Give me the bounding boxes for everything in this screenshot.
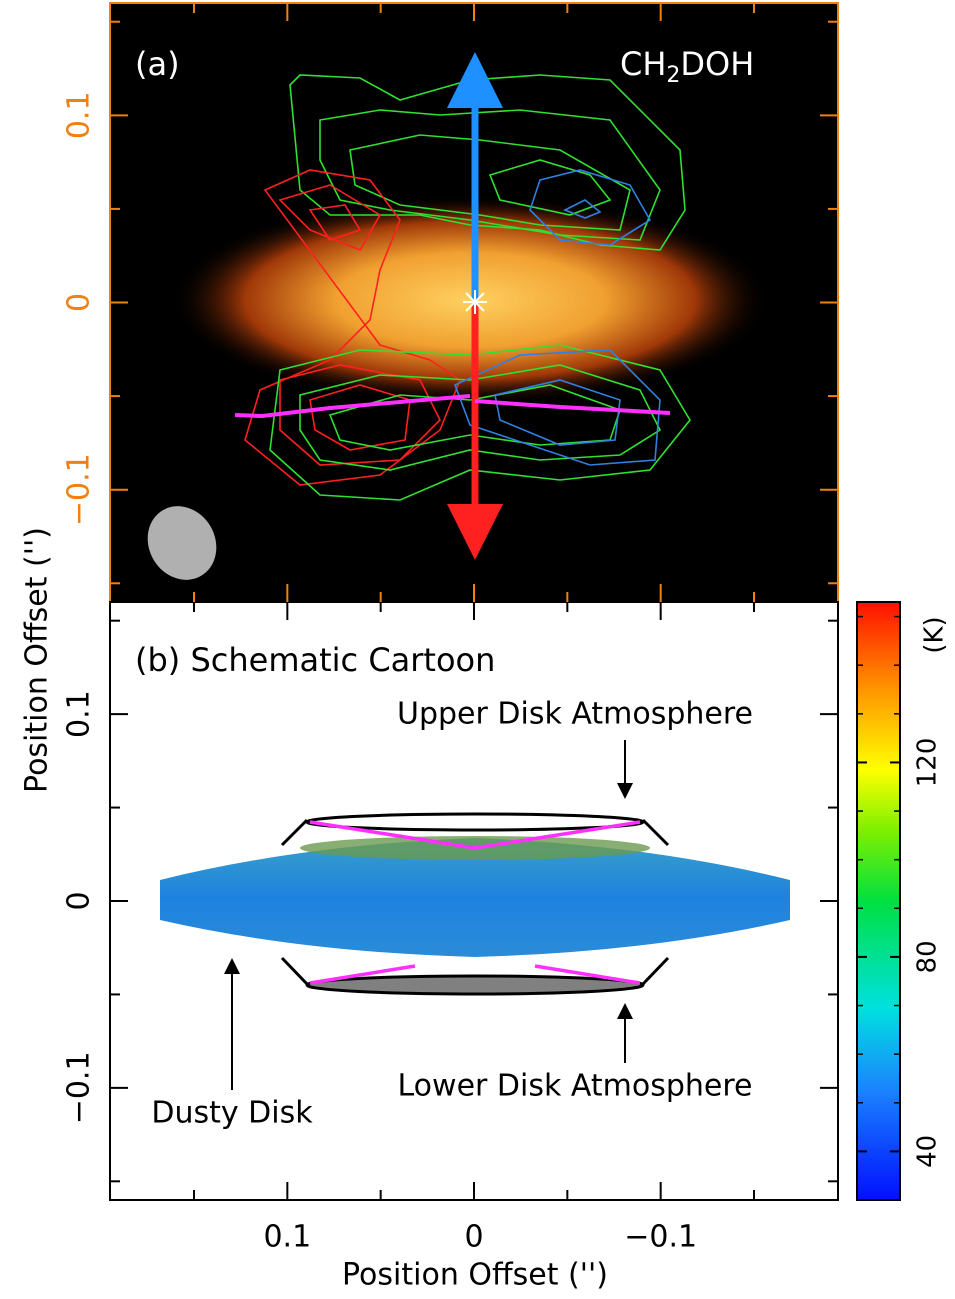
y-tick-label: 0 [62,891,97,910]
y-tick-label: 0.1 [62,690,97,738]
x-tick-label: 0.1 [263,1220,311,1255]
atmosphere-lines [309,820,641,985]
annotation: Dusty Disk [151,1096,313,1131]
colorbar-tick-label: 120 [913,738,943,788]
molecule-part: DOH [680,45,754,83]
x-tick-label: −0.1 [624,1220,697,1255]
molecule-label: CH2DOH [620,45,754,88]
colorbar [856,601,901,1201]
molecule-subscript: 2 [666,63,680,88]
dusty-disk [160,838,790,957]
colorbar-label: (K) [920,616,950,653]
y-tick-label: −0.1 [62,1051,97,1124]
contours [244,74,691,501]
annotation: Lower Disk Atmosphere [398,1069,753,1104]
y-axis-label: Position Offset ('') [20,527,55,793]
y-tick-label: 0.1 [62,91,97,139]
x-tick-label: 0 [464,1220,483,1255]
panel-title: (b) Schematic Cartoon [135,641,495,679]
x-axis-label: Position Offset ('') [342,1258,608,1293]
lower-atmosphere-fill [310,975,640,995]
atmosphere-outline [280,812,670,996]
velocity-gradient [234,394,471,419]
panel-tag: (a) [135,45,180,83]
annotation: Upper Disk Atmosphere [397,697,753,732]
y-tick-label: −0.1 [62,453,97,526]
star [463,290,487,314]
molecule-part: CH [620,45,666,83]
velocity-gradient [474,399,671,415]
colorbar-tick-label: 40 [913,1135,943,1168]
dust-emission [170,195,770,405]
colorbar-tick-label: 80 [913,940,943,973]
y-tick-label: 0 [62,293,97,312]
beam [147,506,217,580]
